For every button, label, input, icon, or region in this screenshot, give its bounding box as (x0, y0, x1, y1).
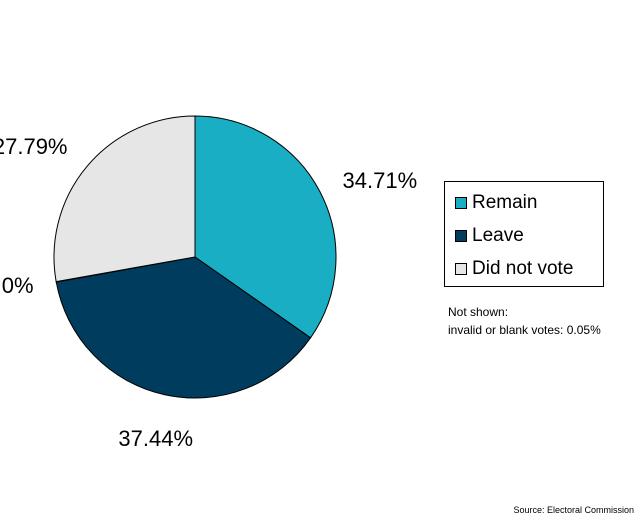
legend-item-did-not-vote: Did not vote (455, 257, 573, 281)
legend-swatch-leave (455, 230, 467, 242)
slice-label-leave: 37.44% (118, 426, 193, 451)
legend-label-leave: Leave (472, 225, 524, 246)
legend-swatch-remain (455, 197, 467, 209)
legend: Remain Leave Did not vote (444, 181, 604, 287)
note-line-2: invalid or blank votes: 0.05% (448, 323, 601, 337)
slice-label-invalid-or-blank: 0% (2, 273, 34, 298)
legend-label-remain: Remain (472, 192, 538, 213)
legend-item-remain: Remain (455, 191, 537, 215)
not-shown-note: Not shown: invalid or blank votes: 0.05% (448, 303, 601, 339)
legend-label-did-not-vote: Did not vote (472, 258, 574, 279)
pie-slice-leave (55, 256, 312, 399)
legend-swatch-did-not-vote (455, 263, 467, 275)
pie-slice-remain (194, 115, 337, 339)
source-credit: Source: Electoral Commission (513, 505, 634, 515)
note-line-1: Not shown: (448, 305, 509, 319)
pie-slice-did-not-vote (53, 115, 196, 283)
legend-item-leave: Leave (455, 224, 524, 248)
slice-label-did-not-vote: 27.79% (0, 134, 67, 159)
slice-label-remain: 34.71% (343, 168, 418, 193)
